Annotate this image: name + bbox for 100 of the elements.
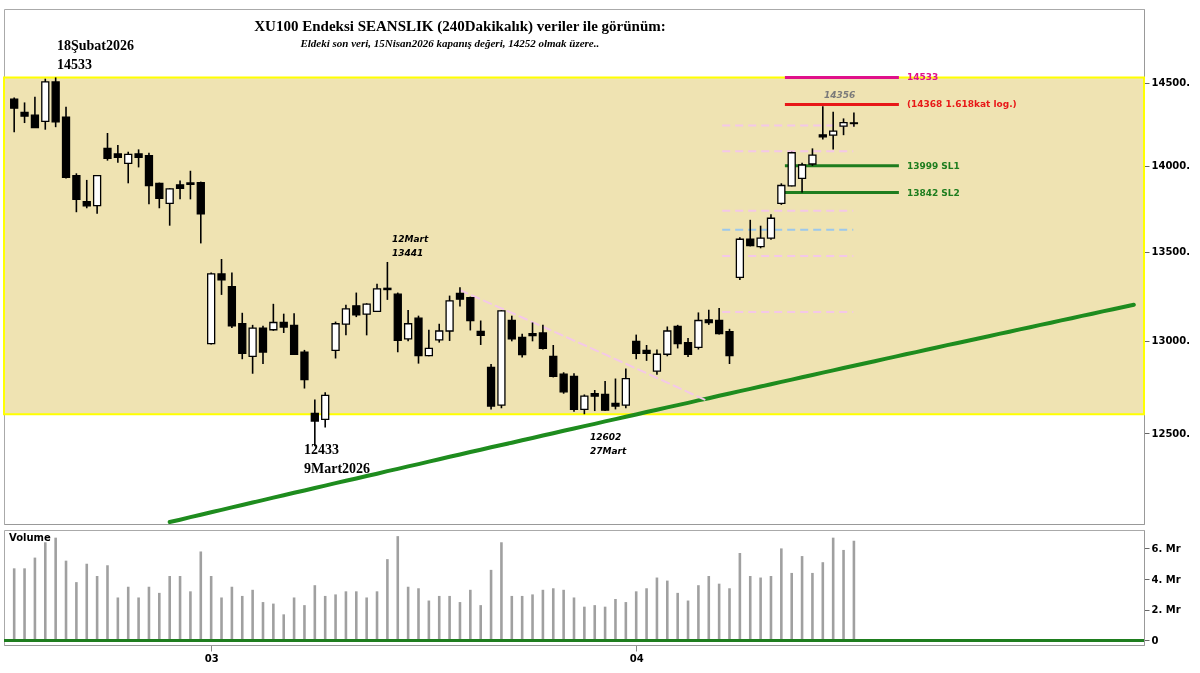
y-tick-label: 13500. xyxy=(1151,246,1191,258)
candlestick xyxy=(849,111,859,128)
candlestick xyxy=(186,169,195,201)
candlestick xyxy=(383,261,392,301)
candlestick xyxy=(590,389,599,412)
candlestick xyxy=(155,181,164,210)
bar xyxy=(75,582,78,641)
bar xyxy=(85,563,89,641)
bar xyxy=(728,588,731,641)
candlestick xyxy=(673,324,682,350)
bar xyxy=(790,572,794,641)
candlestick xyxy=(518,332,527,359)
candlestick xyxy=(725,328,734,365)
candlestick xyxy=(466,295,475,332)
bar xyxy=(500,542,503,641)
bar xyxy=(386,559,389,641)
bar xyxy=(240,595,244,641)
bar xyxy=(510,595,514,641)
candlestick xyxy=(476,319,485,346)
bar xyxy=(158,592,161,641)
candlestick xyxy=(103,132,112,162)
candlestick xyxy=(756,224,765,250)
annotation: 12Mart 13441 xyxy=(392,234,429,258)
candlestick xyxy=(600,380,610,412)
candlestick xyxy=(714,307,724,336)
annotation: 12602 27Mart xyxy=(590,432,627,456)
candlestick xyxy=(424,328,434,358)
candlestick xyxy=(362,302,371,337)
bar xyxy=(479,605,482,641)
bar xyxy=(303,605,306,641)
candlestick xyxy=(279,312,288,334)
candlestick xyxy=(113,144,122,164)
bar xyxy=(759,577,762,641)
candlestick xyxy=(258,324,268,365)
bar xyxy=(168,576,171,641)
line-series xyxy=(167,302,1136,525)
bar xyxy=(697,585,700,641)
annotation: 14356 xyxy=(824,90,856,100)
bar xyxy=(334,594,337,641)
candlestick xyxy=(372,283,382,313)
bar xyxy=(54,537,57,641)
y-tick-label: 14500. xyxy=(1151,77,1191,89)
bar xyxy=(272,603,275,641)
candlestick xyxy=(797,161,807,194)
candlestick xyxy=(321,391,330,429)
bar xyxy=(583,606,586,641)
annotation: 18Şubat2026 14533 xyxy=(57,38,135,72)
ref-line-label: 13842 SL2 xyxy=(906,187,960,198)
bar xyxy=(417,588,420,641)
candlestick xyxy=(435,322,444,344)
candlestick xyxy=(134,148,143,169)
bar xyxy=(551,588,555,641)
bar xyxy=(251,589,254,641)
candlestick xyxy=(652,348,662,376)
bar xyxy=(448,595,451,641)
candlestick xyxy=(663,325,672,358)
y-tick-label: 13000. xyxy=(1151,335,1191,347)
candlestick xyxy=(829,111,838,151)
bar xyxy=(126,586,130,641)
bar xyxy=(43,542,47,641)
candlestick xyxy=(341,303,351,337)
candlestick xyxy=(403,309,413,343)
candlestick xyxy=(538,324,548,351)
bar xyxy=(707,576,711,641)
candlestick xyxy=(165,187,174,227)
bar xyxy=(634,591,638,641)
candlestick xyxy=(10,96,19,133)
ref-line-label: (14368 1.618kat log.) xyxy=(906,99,1017,110)
candlestick xyxy=(683,337,693,358)
bar xyxy=(220,597,223,641)
bar xyxy=(780,548,783,641)
bar xyxy=(469,589,472,641)
bar xyxy=(137,597,140,641)
bar xyxy=(199,551,203,641)
bar xyxy=(593,605,597,641)
candlestick xyxy=(455,286,465,308)
bar xyxy=(396,536,400,641)
bar xyxy=(811,572,814,641)
y-tick-label: 6. Mr xyxy=(1151,542,1181,554)
candlestick xyxy=(611,377,620,411)
x-tick-label: 03 xyxy=(204,652,219,664)
candlestick xyxy=(580,393,589,416)
y-tick-label: 4. Mr xyxy=(1151,573,1181,585)
bar xyxy=(842,549,845,641)
bar xyxy=(189,591,192,641)
candlestick xyxy=(72,172,81,214)
ref-line-label: 14533 xyxy=(906,72,939,83)
candlestick xyxy=(217,258,226,296)
candlestick xyxy=(528,321,537,343)
bar xyxy=(562,589,565,641)
y-tick-label: 14000. xyxy=(1151,160,1191,172)
candlestick xyxy=(549,344,558,379)
bar xyxy=(23,568,26,641)
candlestick xyxy=(777,182,786,206)
bar xyxy=(666,580,669,641)
candlestick xyxy=(507,314,516,343)
bar xyxy=(531,594,534,641)
chart-title: Volume xyxy=(9,532,52,543)
y-tick-label: 12500. xyxy=(1151,427,1191,439)
candlestick xyxy=(818,105,827,141)
